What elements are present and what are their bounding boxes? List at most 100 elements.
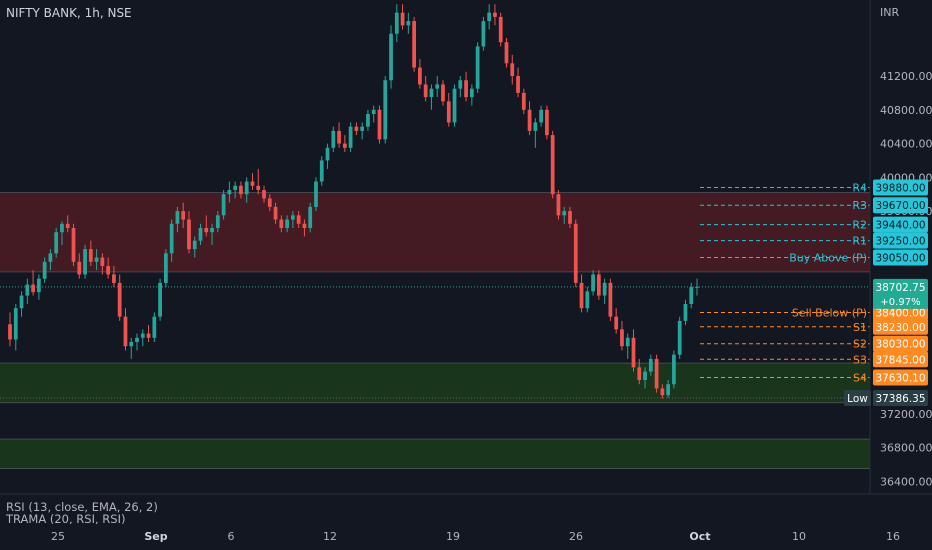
candle-body xyxy=(400,12,405,26)
candle-body xyxy=(302,223,307,228)
candle-body xyxy=(562,211,567,216)
candle-body xyxy=(158,282,162,317)
level-badge-value: 38400.00 xyxy=(875,307,925,319)
candle-body xyxy=(117,282,122,317)
candle-body xyxy=(175,211,180,224)
x-tick-label: 19 xyxy=(446,530,460,543)
candle-body xyxy=(331,130,336,148)
low-label: Low xyxy=(847,393,868,405)
candle-body xyxy=(325,147,330,161)
level-badge xyxy=(873,197,928,214)
level-label: S2 xyxy=(853,338,867,351)
candle-body xyxy=(446,101,451,123)
level-badge xyxy=(873,232,928,249)
candle-body xyxy=(163,253,168,283)
candle-body xyxy=(568,211,572,224)
candle-body xyxy=(54,232,59,254)
candle-body xyxy=(527,109,532,131)
candle-body xyxy=(135,337,139,342)
level-badge-value: 37845.00 xyxy=(875,354,925,366)
candle-body xyxy=(493,12,497,17)
candle-body xyxy=(342,143,347,148)
y-tick-label: 40800.00 xyxy=(880,104,932,117)
level-label: S1 xyxy=(853,321,867,334)
last-price-badge xyxy=(873,278,928,309)
y-tick-label: 41200.00 xyxy=(880,70,932,83)
candle-body xyxy=(579,282,584,309)
candle-body xyxy=(256,185,261,190)
level-label: S3 xyxy=(853,353,867,366)
candle-body xyxy=(412,21,416,68)
rsi-indicator-label[interactable]: RSI (13, close, EMA, 26, 2) xyxy=(6,500,158,514)
candle-body xyxy=(210,228,214,233)
candle-body xyxy=(677,320,682,355)
candle-body xyxy=(227,190,232,195)
level-badge xyxy=(873,179,928,196)
candle-body xyxy=(360,126,365,131)
candle-body xyxy=(672,354,676,385)
y-tick-label: 36400.00 xyxy=(880,475,932,488)
candle-body xyxy=(221,194,226,216)
candle-body xyxy=(631,337,636,368)
trama-indicator-label[interactable]: TRAMA (20, RSI, RSI) xyxy=(6,514,126,524)
level-label: R3 xyxy=(852,199,867,212)
candle-body xyxy=(262,190,266,199)
candle-body xyxy=(383,80,388,140)
candle-body xyxy=(614,316,619,330)
level-badge-value: 38230.00 xyxy=(875,322,925,334)
candle-body xyxy=(279,219,284,228)
candle-body xyxy=(291,215,295,220)
candle-body xyxy=(648,358,653,372)
low-badge xyxy=(873,390,928,407)
x-tick-label: 26 xyxy=(569,530,583,543)
candle-body xyxy=(88,249,93,262)
candle-body xyxy=(273,206,278,220)
y-tick-label: 37200.00 xyxy=(880,408,932,421)
level-label: R1 xyxy=(852,235,867,248)
candle-body xyxy=(389,33,393,81)
level-badge-value: 39440.00 xyxy=(875,220,925,232)
candle-body xyxy=(545,109,549,136)
candle-body xyxy=(187,219,191,250)
candle-body xyxy=(31,284,35,293)
candle-body xyxy=(418,67,422,85)
candle-body xyxy=(366,114,370,127)
candle-body xyxy=(19,295,24,309)
x-tick-label: Oct xyxy=(689,530,711,543)
candle-body xyxy=(643,371,647,380)
candle-body xyxy=(123,316,128,347)
candle-body xyxy=(481,21,486,47)
candle-body xyxy=(452,88,457,123)
candle-body xyxy=(239,185,243,195)
candle-body xyxy=(475,46,480,89)
candle-body xyxy=(204,228,209,233)
candle-body xyxy=(435,84,440,89)
candle-body xyxy=(181,211,186,220)
candle-body xyxy=(521,92,526,110)
candle-body xyxy=(94,257,99,262)
candle-body xyxy=(556,194,561,216)
last-price-change: +0.97% xyxy=(880,297,920,308)
candle-body xyxy=(308,206,313,228)
candle-body xyxy=(377,109,382,140)
candle-body xyxy=(533,122,538,131)
level-badge xyxy=(873,216,928,233)
x-tick-label: 12 xyxy=(323,530,337,543)
candle-body xyxy=(8,324,12,340)
candle-body xyxy=(689,287,694,304)
level-label: S4 xyxy=(853,371,867,384)
candle-body xyxy=(129,342,134,347)
level-badge xyxy=(873,249,928,266)
last-price-value: 38702.75 xyxy=(875,282,925,294)
level-badge-value: 39250.00 xyxy=(875,236,925,248)
candle-body xyxy=(25,284,30,296)
candle-body xyxy=(77,261,82,275)
low-value: 37386.35 xyxy=(875,393,925,405)
candle-body xyxy=(423,84,428,98)
candle-body xyxy=(354,126,359,131)
candle-body xyxy=(112,274,116,283)
candle-body xyxy=(244,181,249,195)
candle-body xyxy=(42,261,47,279)
